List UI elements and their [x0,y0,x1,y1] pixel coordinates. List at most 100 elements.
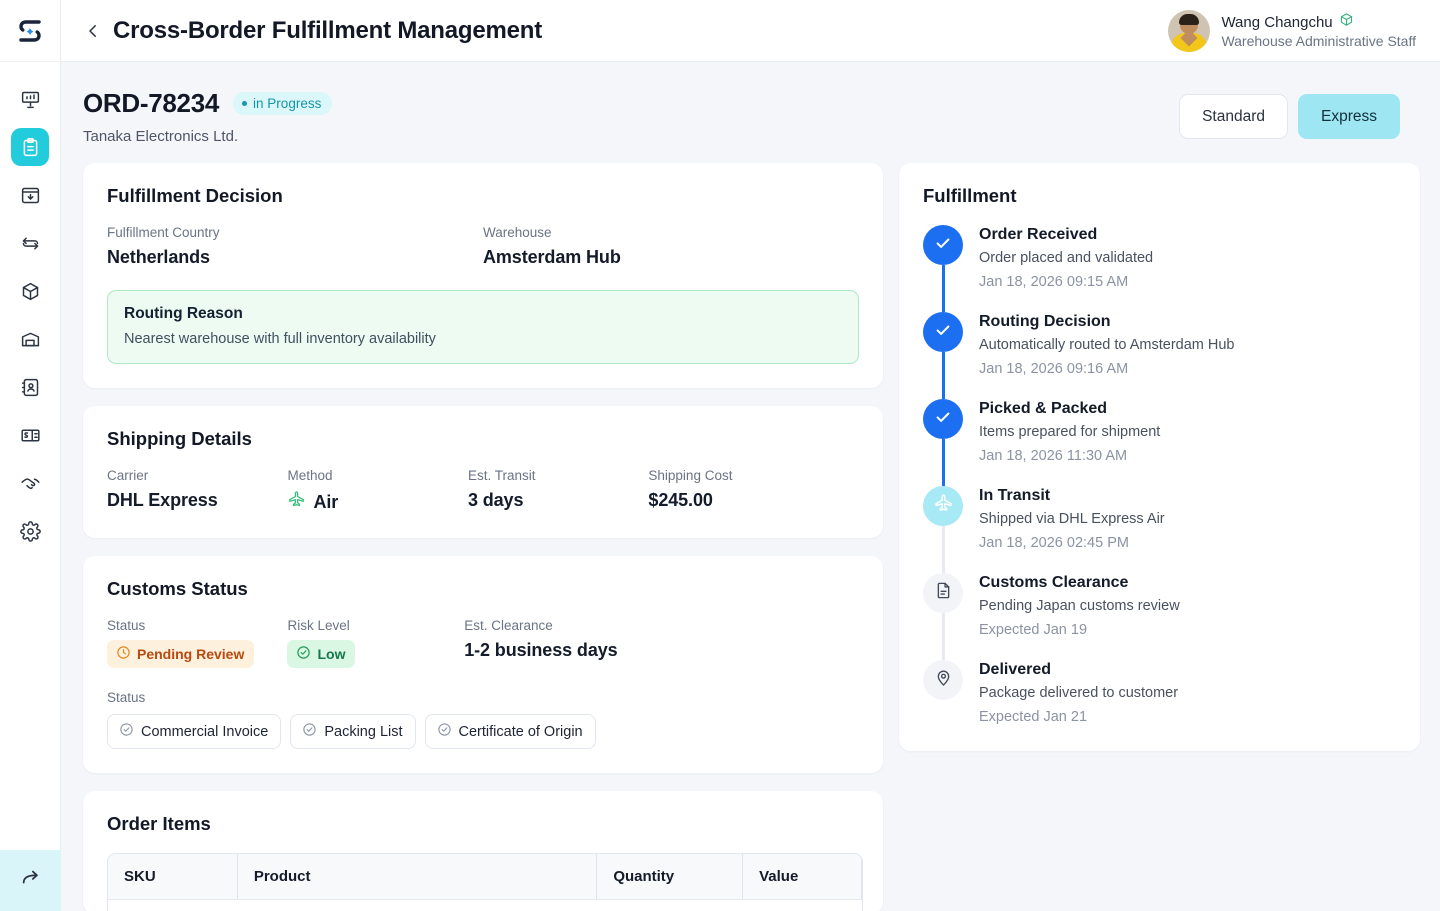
timeline-step: Picked & Packed Items prepared for shipm… [923,399,1396,486]
right-column: Fulfillment [899,163,1420,751]
column-header-quantity[interactable]: Quantity [597,854,744,899]
timeline-step: Routing Decision Automatically routed to… [923,312,1396,399]
document-chip[interactable]: Packing List [290,714,416,749]
method-value-wrap: Air [287,490,467,514]
timeline-marker-wrap [923,486,963,573]
risk-level-label: Risk Level [287,618,350,633]
customs-status-title: Customs Status [107,578,248,599]
document-chip-label: Packing List [324,723,403,740]
field-fulfillment-country: Fulfillment Country Netherlands [107,225,483,268]
timeline-step-title: Delivered [979,661,1052,678]
order-items-title: Order Items [107,813,211,834]
customs-status-badge: Pending Review [107,640,255,668]
main-area: Cross-Border Fulfillment Management Wang… [61,0,1440,911]
user-text: Wang Changchu Warehouse Administrative S… [1221,12,1416,49]
content-columns: Fulfillment Decision Fulfillment Country… [61,151,1440,911]
sidebar-item-products[interactable] [11,272,49,310]
sidebar-item-warehouses[interactable] [11,320,49,358]
timeline-marker-done [923,399,963,439]
column-header-product[interactable]: Product [238,854,598,899]
field-method: Method Air [287,468,467,514]
timeline-content: In Transit Shipped via DHL Express Air J… [979,486,1165,551]
timeline-marker-pending [923,660,963,700]
timeline-content: Order Received Order placed and validate… [979,225,1153,290]
risk-level-badge: Low [287,640,356,668]
timeline-content: Customs Clearance Pending Japan customs … [979,573,1180,638]
status-dot-icon [242,101,248,106]
timeline-content: Delivered Package delivered to customer … [979,660,1178,725]
column-header-value[interactable]: Value [743,854,862,899]
field-est-transit: Est. Transit 3 days [468,468,648,514]
page-body: ORD-78234 in Progress Tanaka Electronics… [61,62,1440,911]
field-shipping-cost: Shipping Cost $245.00 [648,468,859,514]
timeline-step-desc: Automatically routed to Amsterdam Hub [979,337,1235,353]
timeline-step: Order Received Order placed and validate… [923,225,1396,312]
airplane-icon [287,490,306,514]
timeline-list: Order Received Order placed and validate… [923,225,1396,725]
check-circle-icon [437,722,452,741]
timeline-step-title: Picked & Packed [979,400,1108,417]
sidebar-item-dashboard[interactable] [11,80,49,118]
timeline-title: Fulfillment [923,185,1017,206]
customer-name: Tanaka Electronics Ltd. [83,128,239,145]
check-icon [933,233,953,258]
chevron-left-icon[interactable] [83,21,103,41]
fulfillment-decision-title: Fulfillment Decision [107,185,283,206]
sidebar-item-logout[interactable] [0,850,61,911]
sidebar-item-contacts[interactable] [11,368,49,406]
standard-button[interactable]: Standard [1179,94,1288,139]
timeline-marker-done [923,312,963,352]
check-circle-icon [296,645,311,663]
app-logo[interactable] [0,0,61,62]
timeline-marker-wrap [923,225,963,312]
timeline-content: Picked & Packed Items prepared for shipm… [979,399,1160,464]
table-row [108,899,862,911]
sidebar-item-partners[interactable] [11,464,49,502]
check-circle-icon [302,722,317,741]
field-carrier: Carrier DHL Express [107,468,287,514]
est-transit-label: Est. Transit [467,468,536,483]
timeline-step-title: In Transit [979,487,1051,504]
timeline-step-time: Expected Jan 21 [979,709,1088,725]
sidebar-item-billing[interactable] [11,416,49,454]
avatar [1168,9,1211,52]
document-chip-label: Commercial Invoice [141,723,269,740]
sidebar [0,0,61,911]
field-warehouse: Warehouse Amsterdam Hub [483,225,859,268]
check-circle-icon [119,722,134,741]
sidebar-item-returns[interactable] [11,224,49,262]
user-menu[interactable]: Wang Changchu Warehouse Administrative S… [1168,9,1422,52]
timeline-step-time: Jan 18, 2026 09:16 AM [979,361,1129,377]
timeline-step-desc: Order placed and validated [979,250,1154,266]
timeline-step-title: Order Received [979,226,1098,243]
logo-s-mark [14,15,46,47]
shipping-cost-label: Shipping Cost [648,468,733,483]
sidebar-item-settings[interactable] [11,512,49,550]
user-name: Wang Changchu [1221,13,1333,31]
timeline-step: Delivered Package delivered to customer … [923,660,1396,725]
timeline-connector [942,613,945,660]
shipping-details-card: Shipping Details Carrier DHL Express Met… [83,406,883,538]
page-title: Cross-Border Fulfillment Management [113,16,543,44]
timeline-marker-wrap [923,312,963,399]
document-chip[interactable]: Commercial Invoice [107,714,282,749]
column-header-sku[interactable]: SKU [108,854,238,899]
field-risk-level: Risk Level Low [287,618,464,668]
timeline-step-title: Customs Clearance [979,574,1129,591]
sidebar-item-orders[interactable] [11,128,49,166]
express-button[interactable]: Express [1298,94,1400,139]
documents-label: Status [107,690,146,705]
clock-icon [116,645,131,663]
timeline-connector [942,265,945,312]
fulfillment-timeline-card: Fulfillment [899,163,1420,751]
sidebar-item-inbound[interactable] [11,176,49,214]
shipping-details-title: Shipping Details [107,428,252,449]
timeline-step-title: Routing Decision [979,313,1111,330]
timeline-step-time: Jan 18, 2026 11:30 AM [979,448,1128,464]
field-customs-status: Status Pending Review [107,618,287,668]
field-est-clearance: Est. Clearance 1-2 business days [464,618,859,668]
fulfillment-country-label: Fulfillment Country [107,225,220,240]
risk-level-value: Low [317,646,346,662]
document-chip[interactable]: Certificate of Origin [424,714,596,749]
